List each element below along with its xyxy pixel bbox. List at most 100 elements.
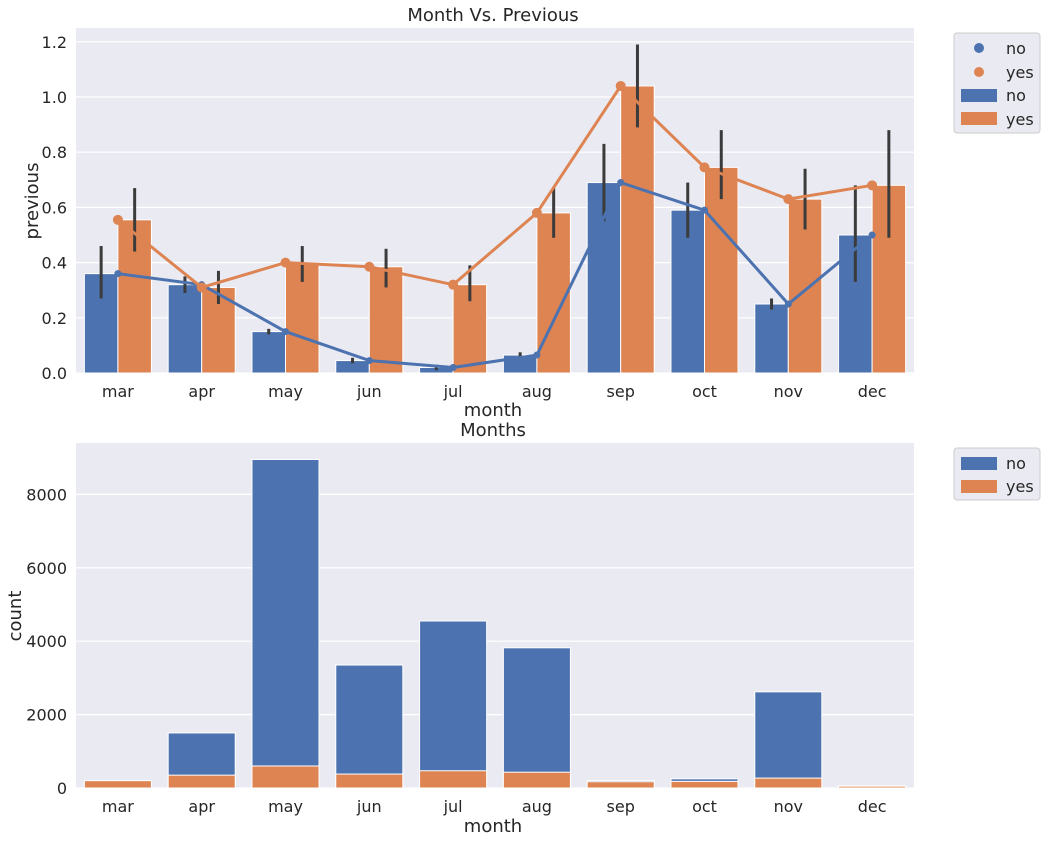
point-yes	[448, 279, 459, 290]
x-tick-label: dec	[858, 382, 887, 401]
chart-month-vs-previous: 0.0 0.2 0.4 0.6 0.8 1.0 1.2 mar apr may jun jul aug…	[22, 5, 1041, 421]
x-tick-label: jul	[443, 797, 463, 816]
x-tick-label: aug	[522, 797, 552, 816]
x-tick-label: mar	[102, 382, 134, 401]
point-yes	[867, 180, 878, 191]
point-yes	[783, 194, 794, 205]
bar-no	[251, 331, 286, 374]
chart-title: Month Vs. Previous	[407, 5, 578, 26]
y-tick-labels: 0 2000 4000 6000 8000	[26, 485, 67, 798]
bar-yes	[586, 781, 655, 789]
x-tick-label: oct	[692, 797, 717, 816]
point-no	[533, 351, 541, 359]
chart-title: Months	[460, 420, 526, 441]
point-no	[282, 328, 289, 336]
point-no	[868, 231, 876, 239]
y-tick-label: 8000	[26, 485, 67, 504]
x-tick-label: mar	[102, 797, 134, 816]
x-tick-label: may	[268, 382, 303, 401]
bar-yes	[670, 780, 739, 789]
legend-box	[953, 32, 1041, 134]
legend-patch-yes	[961, 480, 997, 493]
y-tick-label: 0	[57, 779, 67, 798]
y-tick-label: 0.6	[42, 198, 67, 217]
x-tick-label: apr	[188, 382, 215, 401]
bar-yes	[83, 780, 152, 789]
legend-label: no	[1006, 39, 1026, 58]
bar-no	[167, 284, 203, 374]
x-tick-label: sep	[607, 797, 635, 816]
legend-patch-yes	[961, 112, 997, 125]
y-tick-label: 0.2	[42, 309, 67, 328]
x-tick-labels: mar apr may jun jul aug sep oct nov dec	[102, 382, 887, 401]
y-tick-label: 0.8	[42, 143, 67, 162]
x-tick-label: dec	[858, 797, 887, 816]
point-yes	[280, 257, 291, 268]
y-tick-label: 1.2	[42, 33, 67, 52]
y-tick-label: 6000	[26, 559, 67, 578]
legend: no yes no yes	[953, 32, 1041, 134]
bar-no	[335, 664, 404, 789]
y-tick-label: 2000	[26, 706, 67, 725]
legend-marker-no-point	[974, 43, 984, 53]
bar-yes	[167, 774, 236, 789]
y-tick-labels: 0.0 0.2 0.4 0.6 0.8 1.0 1.2	[42, 33, 67, 383]
x-tick-label: sep	[607, 382, 635, 401]
y-tick-label: 4000	[26, 632, 67, 651]
legend-patch-no	[961, 457, 997, 470]
x-tick-labels: mar apr may jun jul aug sep oct nov dec	[102, 797, 887, 816]
x-tick-label: nov	[774, 797, 803, 816]
x-tick-label: may	[268, 797, 303, 816]
x-axis-label: month	[464, 816, 522, 837]
bar-yes	[251, 765, 320, 789]
point-yes	[112, 214, 123, 225]
point-yes	[615, 80, 626, 91]
x-axis-label: month	[464, 400, 522, 421]
x-tick-label: oct	[692, 382, 717, 401]
bar-yes	[285, 262, 320, 374]
x-tick-label: jun	[356, 797, 382, 816]
x-tick-label: jun	[356, 382, 382, 401]
bar-yes	[502, 771, 571, 789]
legend-marker-yes-point	[974, 67, 984, 77]
y-tick-label: 0.4	[42, 254, 67, 273]
legend-label: no	[1006, 454, 1026, 473]
y-axis-label: count	[5, 591, 26, 642]
y-tick-label: 1.0	[42, 88, 67, 107]
point-line-no	[117, 180, 874, 369]
point-line-yes	[116, 83, 873, 290]
x-tick-label: nov	[774, 382, 803, 401]
x-tick-label: apr	[188, 797, 215, 816]
point-no	[784, 300, 792, 308]
bars	[83, 459, 907, 789]
bar-no	[251, 459, 320, 789]
y-tick-label: 0.0	[42, 364, 67, 383]
bar-yes	[335, 773, 404, 789]
x-tick-label: aug	[522, 382, 552, 401]
bar-yes	[754, 777, 823, 789]
point-no	[701, 206, 708, 214]
bar-no	[754, 691, 823, 789]
bar-yes	[419, 770, 488, 789]
point-no	[449, 363, 457, 371]
point-yes	[364, 261, 375, 272]
point-lines	[112, 80, 878, 371]
point-no	[365, 357, 373, 365]
bar-no	[502, 647, 571, 789]
y-axis-label: previous	[22, 163, 43, 240]
legend-patch-no	[961, 89, 997, 102]
bar-no	[419, 620, 488, 789]
bar-yes	[620, 85, 655, 374]
legend: no yes	[953, 447, 1041, 501]
point-yes	[196, 282, 207, 293]
bar-no	[754, 303, 789, 374]
legend-label: yes	[1006, 110, 1034, 129]
point-no	[114, 270, 122, 278]
x-tick-label: jul	[443, 382, 463, 401]
chart-months: 0 2000 4000 6000 8000 mar apr may jun jul aug sep o…	[5, 420, 1041, 837]
legend-label: yes	[1006, 477, 1034, 496]
bar-yes	[704, 166, 739, 374]
point-no	[617, 179, 625, 187]
bar-yes	[838, 785, 907, 789]
error-bars	[99, 44, 891, 371]
